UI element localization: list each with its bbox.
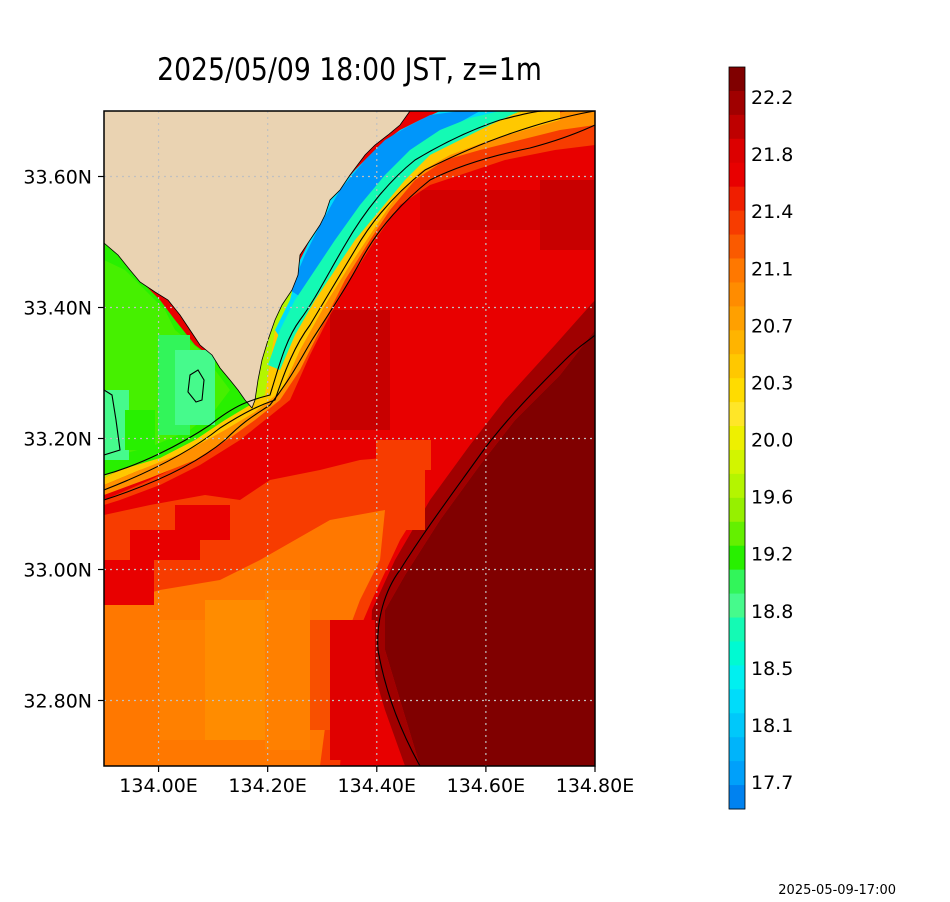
colorbar-label: 19.2: [751, 544, 793, 566]
colorbar-swatch: [729, 282, 745, 307]
colorbar-swatch: [729, 234, 745, 259]
colorbar-swatch: [729, 67, 745, 92]
lon-label: 134.60E: [447, 775, 526, 797]
contour-line: [104, 389, 121, 456]
colorbar-swatch: [729, 689, 745, 714]
warm-band-region: [370, 300, 595, 766]
axis-labels: 33.60N 33.40N 33.20N 33.00N 32.80N 134.00E 134…: [23, 167, 634, 798]
contour-lines: [104, 111, 595, 766]
colorbar-swatch: [729, 330, 745, 355]
colorbar-swatch: [729, 426, 745, 451]
nearshore-band-1: [104, 112, 595, 505]
colorbar-swatch: [729, 258, 745, 283]
colorbar-label: 17.7: [751, 772, 793, 794]
colorbar-swatch: [729, 569, 745, 595]
lon-label: 134.80E: [556, 775, 635, 797]
colorbar-swatch: [729, 665, 745, 690]
lat-label: 33.20N: [23, 429, 92, 451]
colorbar-frame: [728, 66, 746, 810]
footer-timestamp: 2025-05-09-17:00: [778, 883, 896, 898]
colorbar-swatch: [729, 138, 745, 164]
colorbar-swatch: [729, 713, 745, 738]
colorbar-swatch: [729, 521, 745, 547]
colorbar-label: 19.6: [751, 487, 793, 509]
colorbar-swatch: [729, 593, 745, 619]
colorbar-label: 21.1: [751, 258, 793, 280]
map-title: 2025/05/09 18:00 JST, z=1m: [157, 52, 542, 88]
lon-label: 134.40E: [338, 775, 417, 797]
colorbar-swatch: [729, 90, 745, 116]
colorbar-label: 18.1: [751, 715, 793, 737]
colorbar-label: 22.2: [751, 87, 793, 109]
colorbar-label: 18.5: [751, 658, 793, 680]
gridlines: [104, 111, 595, 766]
lon-label: 134.00E: [119, 775, 198, 797]
colorbar-swatch: [729, 785, 745, 810]
lat-label: 32.80N: [23, 691, 92, 713]
colorbar-swatch: [729, 186, 745, 212]
colorbar-swatch: [729, 402, 745, 427]
land-area: [104, 111, 411, 409]
lat-label: 33.60N: [23, 167, 92, 189]
colorbar-label: 20.3: [751, 372, 793, 394]
lat-label: 33.40N: [23, 298, 92, 320]
colorbar-label: 21.8: [751, 144, 793, 166]
colorbar-swatch: [729, 761, 745, 786]
contour-line: [187, 369, 205, 403]
colorbar-swatch: [729, 545, 745, 571]
contour-line: [104, 124, 595, 501]
colorbar-swatch: [729, 497, 745, 523]
colorbar-swatch: [729, 737, 745, 762]
lat-label: 33.00N: [23, 560, 92, 582]
colorbar-swatch: [729, 354, 745, 379]
colorbar-swatch: [729, 641, 745, 666]
colorbar-swatch: [729, 306, 745, 331]
lon-label: 134.20E: [228, 775, 307, 797]
colorbar-label: 20.7: [751, 315, 793, 337]
contour-line: [104, 111, 546, 476]
contour-line: [104, 111, 595, 491]
colorbar-swatch: [729, 617, 745, 642]
contour-line: [377, 334, 595, 766]
colorbar-swatch: [729, 378, 745, 403]
colorbar-swatch: [729, 162, 745, 188]
colorbar-swatch: [729, 210, 745, 236]
colorbar: 22.2 21.8 21.4 21.1 20.7 20.3 20.0 19.6 19.2 18.8…: [728, 66, 793, 810]
colorbar-swatch: [729, 449, 745, 475]
colorbar-label: 18.8: [751, 601, 793, 623]
colorbar-swatch: [729, 114, 745, 140]
colorbar-swatch: [729, 473, 745, 499]
colorbar-label: 20.0: [751, 430, 793, 452]
colorbar-label: 21.4: [751, 201, 793, 223]
